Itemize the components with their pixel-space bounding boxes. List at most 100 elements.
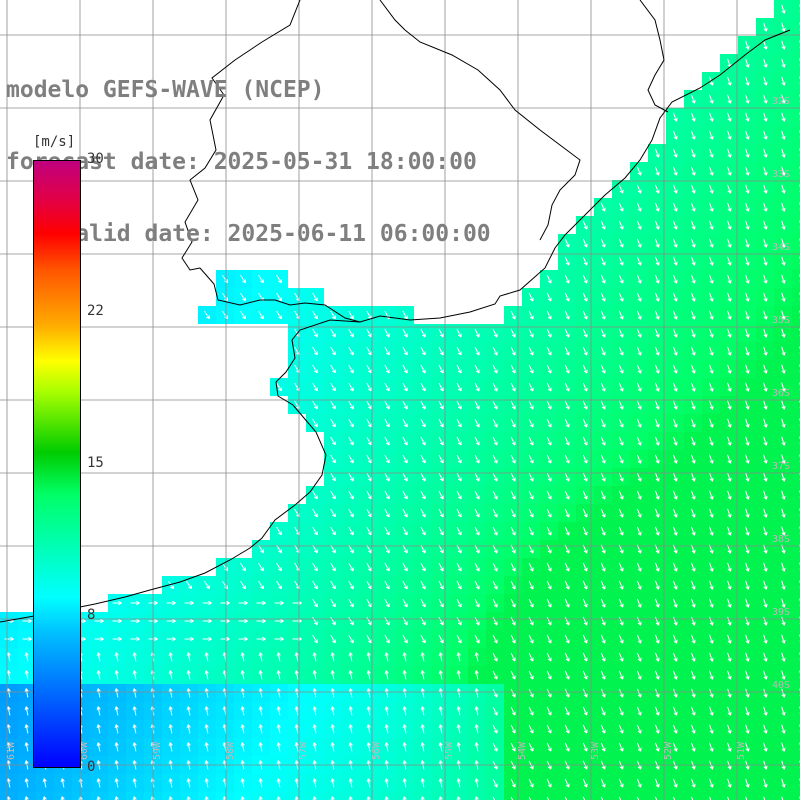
wind-arrow bbox=[258, 562, 264, 572]
wind-arrow bbox=[763, 670, 768, 680]
wind-arrow bbox=[636, 292, 642, 302]
wind-arrow bbox=[727, 796, 730, 800]
wind-arrow bbox=[564, 706, 570, 716]
wind-arrow bbox=[781, 130, 786, 140]
wind-arrow bbox=[690, 472, 696, 482]
wind-arrow bbox=[745, 148, 750, 158]
wind-arrow bbox=[763, 256, 768, 266]
wind-arrow bbox=[636, 166, 642, 176]
wind-arrow bbox=[654, 310, 660, 320]
wind-arrow bbox=[492, 508, 498, 518]
wind-arrow bbox=[636, 382, 642, 392]
wind-cell bbox=[792, 342, 800, 360]
wind-arrow bbox=[438, 778, 443, 788]
wind-arrow bbox=[600, 526, 606, 536]
wind-arrow bbox=[763, 292, 768, 302]
wind-cell bbox=[792, 216, 800, 234]
wind-arrow bbox=[186, 670, 191, 680]
wind-arrow bbox=[582, 616, 588, 626]
wind-arrow bbox=[727, 634, 732, 644]
wind-arrow bbox=[745, 220, 750, 230]
latitude-label: 39S bbox=[772, 607, 790, 618]
wind-arrow bbox=[763, 76, 768, 86]
wind-arrow bbox=[636, 670, 642, 680]
wind-arrow bbox=[420, 328, 426, 338]
wind-arrow bbox=[312, 742, 317, 752]
wind-arrow bbox=[654, 346, 660, 356]
wind-arrow bbox=[384, 346, 390, 356]
wind-arrow bbox=[763, 328, 768, 338]
wind-arrow bbox=[294, 652, 299, 662]
wind-arrow bbox=[745, 652, 750, 662]
wind-arrow bbox=[672, 274, 678, 284]
wind-arrow bbox=[366, 526, 372, 536]
wind-cell bbox=[378, 792, 396, 800]
wind-arrow bbox=[366, 508, 372, 518]
wind-arrow bbox=[745, 94, 750, 104]
wind-arrow bbox=[240, 562, 246, 572]
wind-arrow bbox=[636, 220, 642, 230]
wind-arrow bbox=[564, 724, 570, 734]
wind-arrow bbox=[745, 202, 750, 212]
wind-arrow bbox=[256, 600, 266, 606]
wind-arrow bbox=[672, 724, 678, 734]
wind-arrow bbox=[240, 274, 246, 284]
wind-arrow bbox=[348, 562, 354, 572]
wind-arrow bbox=[456, 634, 462, 644]
wind-arrow bbox=[312, 706, 317, 716]
wind-arrow bbox=[600, 652, 606, 662]
wind-cell bbox=[792, 414, 800, 432]
wind-cell bbox=[774, 792, 792, 800]
wind-arrow bbox=[781, 310, 786, 320]
wind-arrow bbox=[690, 130, 696, 140]
wind-arrow bbox=[510, 310, 516, 320]
wind-arrow bbox=[564, 652, 570, 662]
wind-arrow bbox=[240, 580, 246, 590]
wind-arrow bbox=[654, 148, 660, 158]
wind-cell bbox=[288, 792, 306, 800]
wind-arrow bbox=[420, 670, 425, 680]
wind-arrow bbox=[636, 184, 642, 194]
colorbar-unit: [m/s] bbox=[33, 134, 76, 150]
wind-arrow bbox=[690, 436, 696, 446]
wind-arrow bbox=[492, 634, 498, 644]
wind-arrow bbox=[709, 94, 714, 104]
wind-arrow bbox=[582, 634, 588, 644]
wind-cell bbox=[792, 774, 800, 792]
wind-arrow bbox=[330, 724, 335, 734]
wind-arrow bbox=[672, 418, 678, 428]
wind-arrow bbox=[168, 724, 173, 734]
wind-arrow bbox=[690, 220, 696, 230]
wind-arrow bbox=[330, 436, 336, 446]
wind-cell bbox=[72, 792, 90, 800]
wind-arrow bbox=[745, 364, 750, 374]
wind-arrow bbox=[546, 454, 552, 464]
latitude-label: 37S bbox=[772, 461, 790, 472]
wind-arrow bbox=[727, 292, 732, 302]
wind-arrow bbox=[781, 778, 786, 788]
colorbar-tick-30: 30 bbox=[87, 151, 104, 167]
wind-arrow bbox=[96, 724, 101, 734]
wind-arrow bbox=[60, 778, 65, 788]
wind-arrow bbox=[510, 508, 516, 518]
wind-cell bbox=[792, 738, 800, 756]
wind-arrow bbox=[510, 598, 516, 608]
wind-arrow bbox=[330, 778, 335, 788]
wind-arrow bbox=[781, 490, 786, 500]
wind-arrow bbox=[366, 454, 372, 464]
wind-arrow bbox=[528, 508, 534, 518]
wind-cell bbox=[792, 576, 800, 594]
wind-arrow bbox=[709, 724, 714, 734]
wind-arrow bbox=[42, 778, 47, 788]
wind-arrow bbox=[727, 652, 732, 662]
wind-arrow bbox=[276, 274, 282, 284]
wind-arrow bbox=[618, 346, 624, 356]
wind-arrow bbox=[690, 310, 696, 320]
wind-arrow bbox=[582, 382, 588, 392]
wind-arrow bbox=[564, 508, 570, 518]
wind-arrow bbox=[186, 796, 191, 800]
wind-arrow bbox=[492, 724, 498, 734]
wind-arrow bbox=[366, 382, 372, 392]
wind-arrow bbox=[763, 166, 768, 176]
wind-arrow bbox=[672, 364, 678, 374]
